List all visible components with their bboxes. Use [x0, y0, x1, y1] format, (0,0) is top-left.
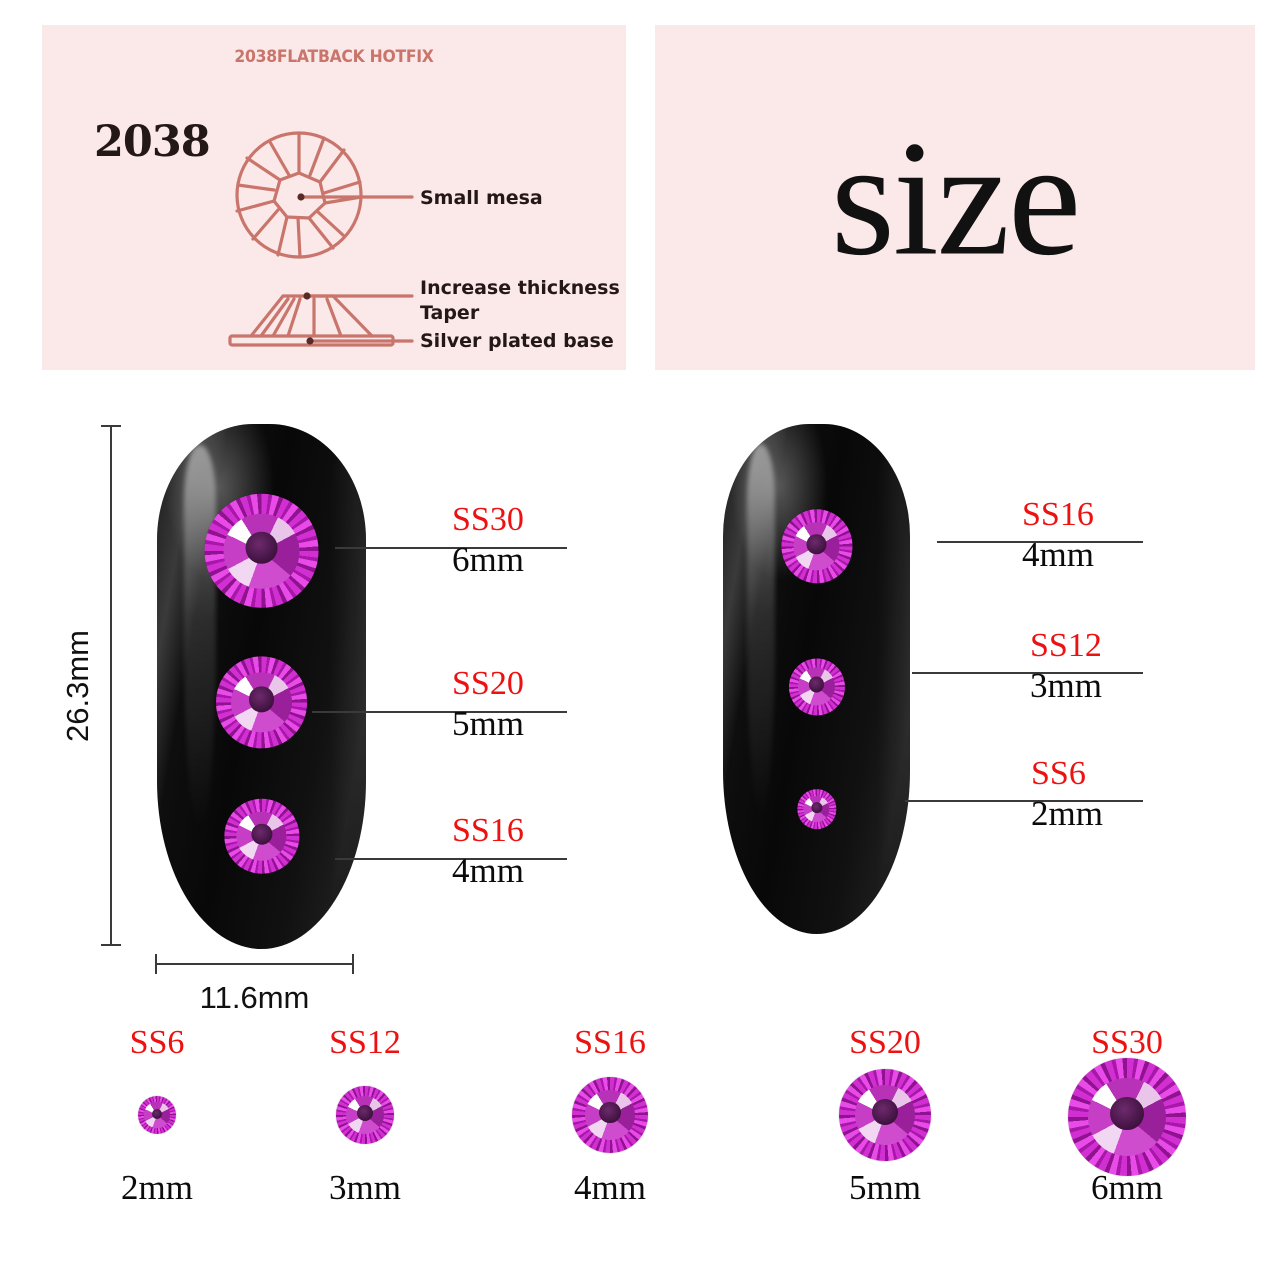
legend-item-ss20: SS20 5mm	[825, 1026, 945, 1205]
callout-ss-label: SS30	[452, 501, 524, 538]
gem-culet	[1110, 1097, 1144, 1131]
callout-ss-label: SS12	[1030, 627, 1102, 664]
callout-ss-label: SS16	[1022, 496, 1094, 533]
gem-right-ss16	[780, 509, 853, 584]
callout-ss-label: SS6	[1031, 755, 1086, 792]
gem-culet	[806, 533, 827, 555]
diagram-title: 2038FLATBACK HOTFIX	[234, 47, 434, 67]
legend-gem-ss6	[138, 1096, 176, 1134]
legend-mm-label: 5mm	[849, 1168, 921, 1207]
callout-mm-label: 4mm	[1022, 535, 1094, 574]
nail-right	[723, 424, 910, 934]
label-silver-plated-base: Silver plated base	[420, 330, 614, 352]
side-view-taper	[249, 294, 374, 338]
leader-right-ss12	[912, 672, 1143, 674]
callout-mm-label: 2mm	[1031, 794, 1103, 833]
legend-gem-slot	[97, 1060, 217, 1170]
gem-culet	[248, 686, 275, 713]
gem-left-ss16	[223, 798, 300, 874]
leader-right-ss6	[905, 800, 1143, 802]
legend-ss-label: SS12	[329, 1024, 401, 1061]
flatback-construction-drawing	[228, 131, 414, 347]
size-heading-panel: size	[655, 25, 1255, 370]
anchor-dot-small-mesa	[297, 193, 305, 201]
label-taper: Taper	[420, 302, 480, 324]
gem-culet	[599, 1102, 621, 1124]
gem-culet	[250, 823, 273, 845]
legend-ss-label: SS30	[1091, 1024, 1163, 1061]
legend-gem-slot	[305, 1060, 425, 1170]
anchor-dot-increase-thickness	[303, 292, 311, 300]
legend-gem-slot	[825, 1060, 945, 1170]
model-number: 2038	[94, 117, 211, 167]
callout-left-ss30: SS30 6mm	[452, 501, 524, 579]
legend-gem-ss20	[839, 1069, 931, 1161]
legend-ss-label: SS16	[574, 1024, 646, 1061]
dimension-height-label: 26.3mm	[60, 630, 95, 742]
dimension-line-height	[101, 425, 121, 946]
legend-mm-label: 3mm	[329, 1168, 401, 1207]
legend-item-ss12: SS12 3mm	[305, 1024, 425, 1207]
gem-culet	[151, 1108, 163, 1120]
gem-culet	[356, 1105, 374, 1122]
nail-left	[157, 424, 366, 949]
gem-left-ss20	[215, 656, 308, 748]
dimension-width-label: 11.6mm	[199, 980, 310, 1015]
label-small-mesa: Small mesa	[420, 187, 543, 209]
leader-left-ss20	[312, 711, 567, 713]
dimension-line-width	[155, 954, 354, 974]
label-increase-thickness: Increase thickness	[420, 277, 620, 299]
leader-right-ss16	[937, 541, 1143, 543]
callout-mm-label: 6mm	[452, 540, 524, 579]
callout-ss-label: SS16	[452, 812, 524, 849]
legend-gem-ss12	[336, 1086, 394, 1144]
anchor-dot-silver-plated-base	[306, 337, 314, 345]
size-heading: size	[830, 106, 1082, 289]
legend-gem-slot	[550, 1060, 670, 1170]
gem-right-ss12	[788, 658, 845, 716]
callout-mm-label: 3mm	[1030, 666, 1102, 705]
leader-left-ss30	[335, 547, 567, 549]
legend-item-ss6: SS6 2mm	[97, 1024, 217, 1207]
legend-item-ss30: SS30 6mm	[1067, 1026, 1187, 1205]
callout-mm-label: 4mm	[452, 851, 524, 890]
legend-gem-ss30	[1068, 1058, 1186, 1177]
legend-ss-label: SS6	[129, 1024, 185, 1061]
callout-ss-label: SS20	[452, 665, 524, 702]
callout-left-ss16: SS16 4mm	[452, 812, 524, 890]
callout-right-ss16: SS16 4mm	[1022, 496, 1094, 574]
legend-item-ss16: SS16 4mm	[550, 1026, 670, 1205]
gem-culet	[245, 531, 278, 564]
gem-left-ss30	[204, 493, 319, 609]
gem-culet	[810, 802, 822, 814]
gem-culet	[808, 676, 825, 693]
legend-gem-slot	[1067, 1058, 1187, 1177]
gem-right-ss6	[796, 789, 837, 829]
callout-mm-label: 5mm	[452, 704, 524, 743]
callout-right-ss12: SS12 3mm	[1030, 627, 1102, 705]
legend-ss-label: SS20	[849, 1024, 921, 1061]
gem-culet	[872, 1099, 898, 1126]
legend-mm-label: 2mm	[121, 1168, 193, 1207]
flatback-diagram-panel: 2038FLATBACK HOTFIX 2038	[42, 25, 626, 370]
callout-right-ss6: SS6 2mm	[1031, 755, 1103, 833]
legend-mm-label: 4mm	[574, 1168, 646, 1207]
legend-gem-ss16	[572, 1077, 648, 1153]
leader-left-ss16	[335, 858, 567, 860]
callout-left-ss20: SS20 5mm	[452, 665, 524, 743]
